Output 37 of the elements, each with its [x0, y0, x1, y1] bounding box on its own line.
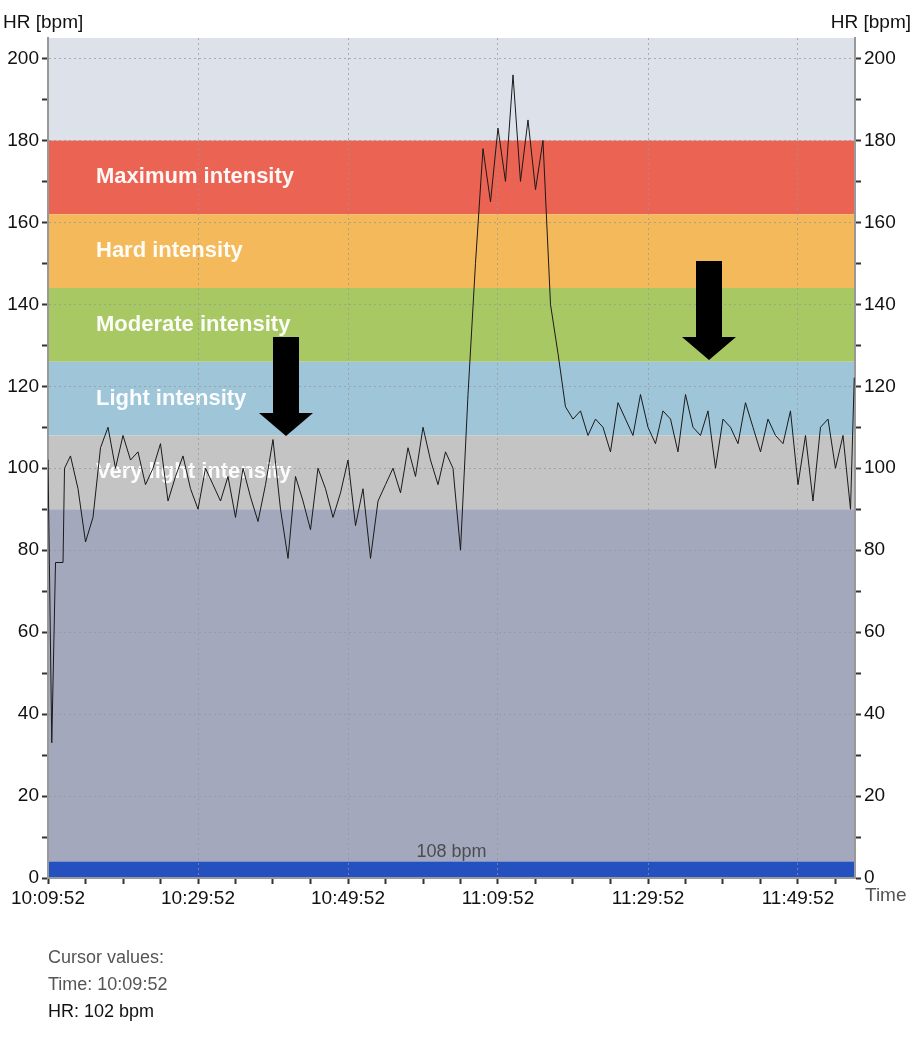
y-tick-label: 0 [28, 866, 39, 888]
y2-tick-label: 20 [864, 784, 886, 806]
y2-tick-label: 40 [864, 702, 886, 724]
y-tick-label: 120 [7, 374, 39, 396]
band-label: 108 bpm [416, 840, 487, 861]
band-label: Hard intensity [96, 237, 244, 263]
x-tick-label: 11:49:52 [761, 886, 835, 908]
y2-tick-label: 80 [864, 538, 886, 560]
y-tick-label: 40 [17, 702, 39, 724]
y-tick-label: 180 [7, 128, 39, 150]
y-tick-label: 140 [7, 292, 39, 314]
band-label: Maximum intensity [96, 163, 295, 189]
band-label: Light intensity [96, 384, 248, 410]
y2-tick-label: 100 [864, 456, 896, 478]
y2-axis-title: HR [bpm] [830, 10, 911, 32]
y2-tick-label: 140 [864, 292, 896, 314]
y-tick-label: 60 [17, 620, 39, 642]
x-tick-label: 10:09:52 [11, 886, 85, 908]
x-tick-label: 10:49:52 [311, 886, 385, 908]
x-tick-label: 10:29:52 [161, 886, 236, 908]
y2-tick-label: 180 [864, 128, 896, 150]
y2-tick-label: 160 [864, 210, 896, 232]
y-tick-label: 20 [17, 784, 39, 806]
y2-tick-label: 60 [864, 620, 886, 642]
x-tick-label: 11:09:52 [461, 886, 535, 908]
y-tick-label: 160 [7, 210, 39, 232]
y-tick-label: 80 [17, 538, 39, 560]
y-tick-label: 100 [7, 456, 39, 478]
x-tick-label: 11:29:52 [611, 886, 685, 908]
y2-tick-label: 120 [864, 374, 896, 396]
y-axis-title: HR [bpm] [3, 10, 84, 32]
band-label: Moderate intensity [96, 310, 292, 336]
text: Cursor values: [48, 946, 166, 969]
text: Time: 10:09:52 [48, 973, 168, 996]
y2-tick-label: 200 [864, 46, 896, 68]
y-tick-label: 200 [7, 46, 39, 68]
text: HR: 102 bpm [48, 1000, 156, 1023]
